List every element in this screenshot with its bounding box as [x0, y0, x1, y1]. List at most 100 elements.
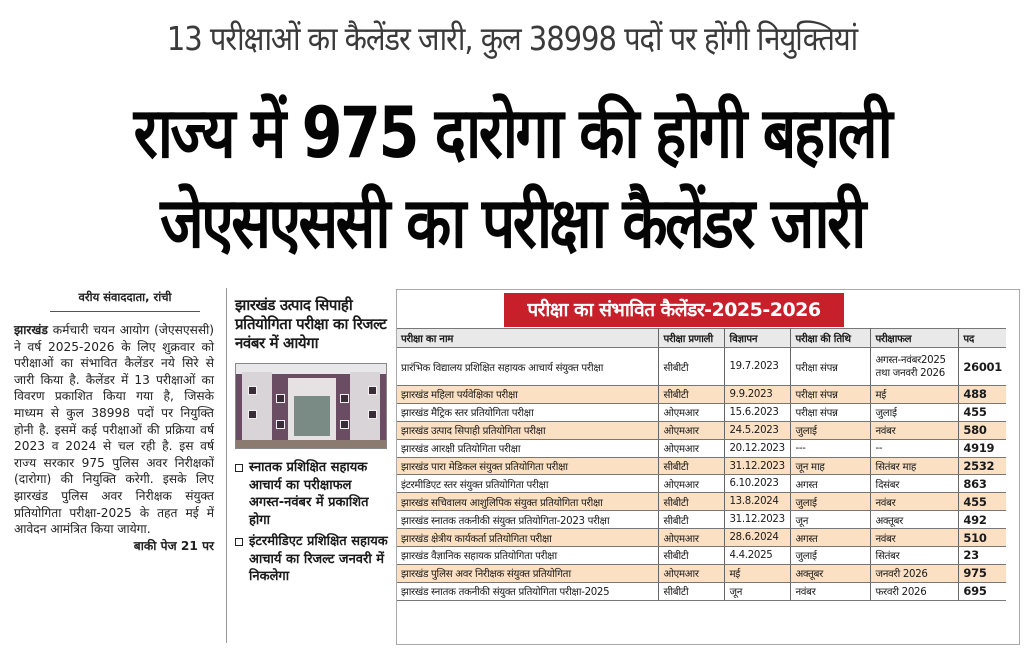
table-row: झारखंड पारा मेडिकल संयुक्त प्रतियोगिता प… [397, 457, 1006, 476]
posts-cell: 580 [958, 421, 1006, 440]
table-row: झारखंड वैज्ञानिक सहायक प्रतियोगिता परीक्… [397, 546, 1006, 565]
exam-name-cell: झारखंड पारा मेडिकल संयुक्त प्रतियोगिता प… [397, 457, 660, 476]
result-cell: फरवरी 2026 [870, 582, 960, 601]
exam-mode-cell: सीबीटी [658, 510, 726, 530]
col-exam-mode: परीक्षा प्रणाली [658, 328, 726, 348]
exam-date-cell: परीक्षा संपन्न [790, 385, 872, 404]
col-advertisement: विज्ञापन [724, 328, 792, 348]
advertisement-cell: 13.8.2024 [724, 492, 792, 512]
exam-mode-cell: ओएमआर [658, 564, 726, 583]
exam-name-cell: झारखंड वैज्ञानिक सहायक प्रतियोगिता परीक्… [397, 546, 660, 565]
table-row: झारखंड मैट्रिक स्तर प्रतियोगिता परीक्षा ओ… [397, 403, 1006, 422]
exam-calendar-table: परीक्षा का नाम परीक्षा प्रणाली विज्ञापन … [397, 328, 1006, 601]
posts-cell: 695 [958, 582, 1006, 601]
advertisement-cell: 31.12.2023 [724, 457, 792, 476]
table-row: झारखंड आरक्षी प्रतियोगिता परीक्षा ओएमआर 20… [397, 439, 1006, 458]
article-body: झारखंड कर्मचारी चयन आयोग (जेएसएससी) ने व… [14, 322, 214, 553]
result-cell: नवंबर [870, 492, 960, 512]
sidebar-subheading: झारखंड उत्पाद सिपाही प्रतियोगिता परीक्षा… [235, 296, 387, 352]
posts-cell: 2532 [958, 457, 1006, 476]
exam-mode-cell: ओएमआर [658, 439, 726, 458]
exam-name-cell: झारखंड महिला पर्यवेक्षिका परीक्षा [397, 385, 660, 404]
result-cell: दिसंबर [870, 474, 960, 494]
result-cell: -- [870, 439, 960, 458]
col-exam-date: परीक्षा की तिथि [790, 328, 872, 348]
col-exam-name: परीक्षा का नाम [397, 328, 660, 348]
advertisement-cell: 15.6.2023 [724, 403, 792, 422]
main-headline-line-2: जेएसएससी का परीक्षा कैलेंडर जारी [160, 182, 866, 264]
posts-cell: 975 [958, 564, 1006, 583]
exam-mode-cell: ओएमआर [658, 421, 726, 440]
result-cell: नवंबर [870, 421, 960, 440]
result-cell: अगस्त-नवंबर2025 तथा जनवरी 2026 [870, 347, 960, 386]
exam-name-cell: झारखंड सचिवालय आशुलिपिक संयुक्त प्रतियोग… [397, 492, 660, 512]
exam-mode-cell: सीबीटी [658, 582, 726, 601]
sidebar-bullets: स्नातक प्रशिक्षित सहायक आचार्य का परीक्ष… [227, 455, 394, 586]
exam-date-cell: जुलाई [790, 492, 872, 512]
exam-date-cell: जुलाई [790, 546, 872, 565]
exam-mode-cell: सीबीटी [658, 385, 726, 404]
result-cell: जनवरी 2026 [870, 564, 960, 583]
col-posts: पद [958, 328, 1006, 348]
exam-name-cell: झारखंड स्नातक तकनीकी संयुक्त प्रतियोगिता… [397, 510, 660, 530]
advertisement-cell: 24.5.2023 [724, 421, 792, 440]
posts-cell: 26001 [958, 347, 1006, 386]
sidebar-bullet: इंटरमीडिएट प्रशिक्षित सहायक आचार्य का रि… [235, 533, 388, 586]
article-body-column: वरीय संवाददाता, रांची झारखंड कर्मचारी चय… [14, 290, 214, 554]
exam-name-cell: झारखंड उत्पाद सिपाही प्रतियोगिता परीक्षा [397, 421, 660, 440]
exam-name-cell: झारखंड आरक्षी प्रतियोगिता परीक्षा [397, 439, 660, 458]
exam-date-cell: जुलाई [790, 421, 872, 440]
exam-mode-cell: सीबीटी [658, 457, 726, 476]
table-row: झारखंड उत्पाद सिपाही प्रतियोगिता परीक्षा… [397, 421, 1006, 440]
col-result: परीक्षाफल [870, 328, 960, 348]
byline: वरीय संवाददाता, रांची [50, 290, 200, 312]
posts-cell: 455 [958, 403, 1006, 422]
posts-cell: 455 [958, 492, 1006, 512]
posts-cell: 492 [958, 510, 1006, 530]
table-row: झारखंड महिला पर्यवेक्षिका परीक्षा सीबीटी 9… [397, 385, 1006, 404]
square-bullet-icon [235, 464, 243, 472]
advertisement-cell: 19.7.2023 [724, 347, 792, 386]
posts-cell: 863 [958, 474, 1006, 494]
table-row: झारखंड सचिवालय आशुलिपिक संयुक्त प्रतियोग… [397, 492, 1006, 512]
posts-cell: 510 [958, 528, 1006, 548]
result-cell: मई [870, 385, 960, 404]
body-lead-word: झारखंड [14, 323, 48, 337]
exam-mode-cell: सीबीटी [658, 546, 726, 565]
advertisement-cell: 31.12.2023 [724, 510, 792, 530]
posts-cell: 488 [958, 385, 1006, 404]
advertisement-cell: मई [724, 564, 792, 583]
result-cell: सितंबर [870, 546, 960, 565]
exam-name-cell: झारखंड पुलिस अवर निरीक्षक संयुक्त प्रतिय… [397, 564, 660, 583]
exam-date-cell: अगस्त [790, 528, 872, 548]
advertisement-cell: 9.9.2023 [724, 385, 792, 404]
table-row: प्रारंभिक विद्यालय प्रशिक्षित सहायक आचार… [397, 347, 1006, 386]
result-cell: सितंबर माह [870, 457, 960, 476]
table-row: झारखंड क्षेत्रीय कार्यकर्ता प्रतियोगिता … [397, 528, 1006, 548]
exam-mode-cell: सीबीटी [658, 492, 726, 512]
exam-name-cell: झारखंड स्नातक तकनीकी संयुक्त प्रतियोगिता… [397, 582, 660, 601]
exam-date-cell: परीक्षा संपन्न [790, 403, 872, 422]
exam-mode-cell: ओएमआर [658, 403, 726, 422]
exam-date-cell: अक्तूबर [790, 564, 872, 583]
exam-name-cell: इंटरमीडिएट स्तर संयुक्त प्रतियोगिता परीक… [397, 474, 660, 494]
kicker-headline: 13 परीक्षाओं का कैलेंडर जारी, कुल 38998 … [166, 19, 858, 58]
result-cell: अक्तूबर [870, 510, 960, 530]
sidebar-bullet: स्नातक प्रशिक्षित सहायक आचार्य का परीक्ष… [235, 459, 388, 529]
exam-name-cell: प्रारंभिक विद्यालय प्रशिक्षित सहायक आचार… [397, 347, 660, 386]
posts-cell: 23 [958, 546, 1006, 565]
exam-name-cell: झारखंड मैट्रिक स्तर प्रतियोगिता परीक्षा [397, 403, 660, 422]
result-cell: जुलाई [870, 403, 960, 422]
table-row: झारखंड पुलिस अवर निरीक्षक संयुक्त प्रतिय… [397, 564, 1006, 583]
square-bullet-icon [235, 538, 243, 546]
advertisement-cell: 6.10.2023 [724, 474, 792, 494]
calendar-title: परीक्षा का संभावित कैलेंडर-2025-2026 [504, 293, 844, 327]
exam-date-cell: जून माह [790, 457, 872, 476]
exam-mode-cell: ओएमआर [658, 474, 726, 494]
advertisement-cell: जून [724, 582, 792, 601]
body-paragraph: कर्मचारी चयन आयोग (जेएसएससी) ने वर्ष 202… [14, 323, 214, 537]
advertisement-cell: 28.6.2024 [724, 528, 792, 548]
exam-mode-cell: ओएमआर [658, 528, 726, 548]
exam-date-cell: नवंबर [790, 582, 872, 601]
continued-link[interactable]: बाकी पेज 21 पर [133, 538, 214, 553]
